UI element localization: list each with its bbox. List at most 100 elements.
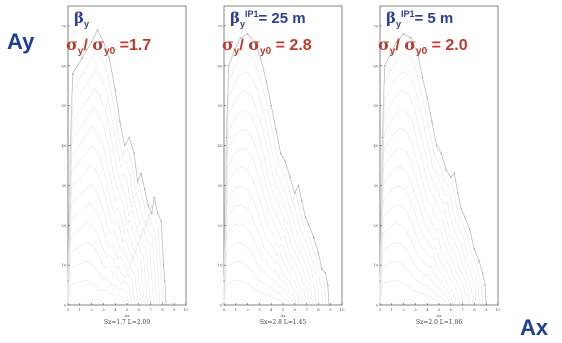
y-tick-label: 30 [61,183,67,188]
contour-line [223,242,293,306]
y-tick-label: 20 [61,223,67,228]
outline-point [156,212,159,215]
contour-line [223,128,313,306]
outline-point [381,136,384,139]
contour-line [67,87,157,306]
contour-line [379,33,487,306]
outline-point [162,264,165,266]
outline-point [228,65,230,67]
y-tick-label: 0 [220,303,223,308]
ratio-annotation-3: σy/ σy0 = 2.0 [378,35,468,58]
outline-point [478,260,480,262]
contour-line [67,29,167,306]
x-tick-label: 9 [485,307,488,312]
contour-line [379,90,477,306]
outline-point [440,152,443,155]
y-tick-label: 40 [61,143,67,148]
contour-line [67,183,142,306]
contour-line [379,109,474,306]
outline-point [328,304,330,306]
outline-point [133,152,135,155]
outline-point [108,57,110,59]
outline-point [69,144,72,147]
y-tick-label: 70 [61,23,67,28]
x-tick-label: 3 [102,307,105,312]
plot-caption: Sx=2.0 L=1.86 [416,319,463,326]
outline-point [86,49,88,51]
x-tick-label: 0 [223,307,226,312]
contour-line [379,280,443,306]
plot-panel-3: 0 1 2 3 4 5 6 7 8 9 10 0 10 20 30 40 50 60 70 Ax Sx=2.0 L=1.… [370,0,520,343]
outline-point [160,220,162,222]
outline-point [294,192,296,195]
y-tick-label: 60 [373,63,379,68]
outline-point [464,216,466,218]
contour-line [223,185,303,306]
outline-point [114,89,116,91]
contour-line [223,147,310,306]
outline-point [140,172,142,175]
outline-point [284,160,287,163]
contour-line [379,71,480,306]
outline-point [421,77,424,79]
y-tick-label: 70 [217,23,223,28]
outline-point [484,284,486,286]
outline-point [90,41,93,43]
outline-point [147,204,149,207]
x-tick-label: 5 [126,307,129,312]
x-tick-label: 7 [149,307,152,312]
x-tick-label: 0 [379,307,382,312]
x-tick-label: 7 [305,307,308,312]
contour-line [67,106,154,306]
contour-line [379,261,447,306]
y-tick-label: 60 [61,63,67,68]
x-tick-label: 4 [114,307,117,312]
y-tick-label: 40 [217,143,223,148]
x-tick-label: 3 [414,307,417,312]
contour-line [379,204,457,306]
plot-panel-2: 0 1 2 3 4 5 6 7 8 9 10 0 10 20 30 40 50 60 70 Ax Sx=2.8 L=1.… [214,0,364,343]
x-tick-label: 3 [258,307,261,312]
ax-axis-label: Ax [520,315,549,340]
x-tick-label: 5 [282,307,285,312]
contour-line [223,109,317,306]
x-tick-label: 7 [461,307,464,312]
outline-point [445,168,447,171]
contour-line [67,241,133,306]
contour-line [223,204,300,306]
x-tick-label: 4 [270,307,273,312]
x-axis-label: Ax [279,313,286,318]
y-tick-label: 30 [217,183,223,188]
y-tick-label: 50 [61,103,67,108]
outline-point [304,216,307,218]
x-tick-label: 6 [138,307,141,312]
outline-point [253,41,256,43]
outline-point [123,144,126,147]
y-tick-label: 70 [373,23,379,28]
x-tick-label: 6 [450,307,453,312]
outline-point [128,136,131,139]
outline-point [409,37,412,39]
outline-point [72,73,74,75]
beta-annotation-1: βy [74,9,89,29]
plot-panel-1: 0 1 2 3 4 5 6 7 8 9 10 0 10 20 30 40 50 60 70 Ax Sx=1.7 L=2.… [58,0,208,343]
y-tick-label: 0 [64,303,67,308]
x-axis-label: Ax [123,313,130,318]
contour-line [223,90,320,306]
contour-line [223,280,287,306]
contour-line [67,222,136,306]
contour-line [223,261,290,306]
contour-line [67,125,151,306]
outline-point [76,65,79,67]
contour-line [223,166,307,306]
x-tick-label: 8 [317,307,320,312]
outline-point [457,192,459,195]
outline-point [270,104,272,107]
outline-point [164,280,166,282]
contour-line [379,52,484,306]
outline-point [165,304,167,306]
outline-point [246,33,249,35]
x-tick-label: 9 [329,307,332,312]
